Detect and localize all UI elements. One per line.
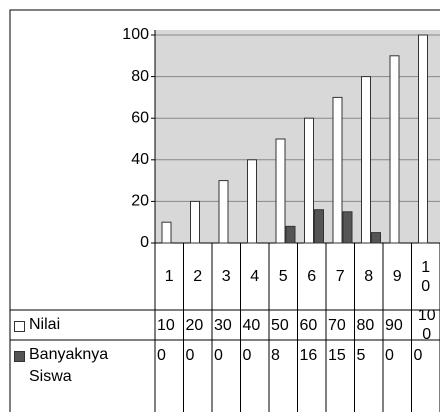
table-value: 0 — [413, 346, 423, 364]
x-tick-label: 6 — [307, 268, 317, 285]
legend-swatch — [14, 321, 25, 332]
bar — [275, 138, 286, 244]
table-value: 0 — [185, 346, 195, 364]
bar — [332, 96, 343, 244]
bar — [314, 209, 324, 244]
bar — [247, 159, 257, 244]
table-value: 60 — [299, 316, 318, 334]
table-value: 8 — [271, 346, 280, 364]
table-value: 0 — [385, 346, 394, 364]
bar — [389, 55, 400, 244]
bar — [371, 232, 381, 244]
table-value: 100 — [417, 310, 436, 340]
table-value: 5 — [356, 346, 366, 364]
x-tick-label: 7 — [335, 268, 345, 285]
bar — [361, 76, 371, 244]
table-value: 50 — [271, 316, 289, 334]
bar — [304, 117, 314, 244]
table-value: 20 — [185, 316, 204, 334]
table-value: 40 — [242, 316, 261, 334]
table-value: 30 — [214, 316, 232, 334]
y-tick-label: 60 — [131, 109, 149, 126]
legend-swatch — [14, 351, 25, 362]
legend-label: Nilai — [29, 316, 61, 333]
bar — [285, 225, 296, 244]
x-tick-label: 10 — [421, 258, 431, 295]
x-tick-label: 5 — [278, 268, 288, 285]
bar — [161, 221, 172, 244]
table-value: 70 — [328, 316, 346, 334]
legend-entry: Nilai — [12, 314, 152, 336]
table-value: 80 — [356, 316, 375, 334]
y-tick-label: 40 — [131, 151, 149, 168]
table-value: 90 — [385, 316, 403, 334]
legend-entry: Banyaknya Siswa — [12, 344, 152, 388]
x-tick-label: 4 — [250, 268, 260, 285]
y-tick-label: 20 — [131, 193, 149, 210]
x-tick-label: 9 — [392, 268, 402, 285]
x-tick-label: 2 — [193, 268, 203, 285]
bar — [190, 200, 200, 244]
table-value: 0 — [157, 346, 166, 364]
x-tick-label: 1 — [164, 268, 174, 285]
table-value: 10 — [157, 316, 175, 334]
y-tick-label: 0 — [140, 234, 149, 251]
bar — [342, 211, 353, 244]
x-tick-label: 8 — [364, 268, 374, 285]
table-value: 0 — [214, 346, 223, 364]
table-value: 0 — [242, 346, 252, 364]
x-tick-label: 3 — [221, 268, 231, 285]
legend-label: Banyaknya Siswa — [29, 346, 109, 385]
bar — [418, 34, 428, 244]
y-tick-label: 80 — [131, 68, 149, 85]
table-value: 15 — [328, 346, 346, 364]
y-tick-label: 100 — [122, 26, 149, 43]
table-value: 16 — [299, 346, 318, 364]
bar — [218, 180, 229, 244]
